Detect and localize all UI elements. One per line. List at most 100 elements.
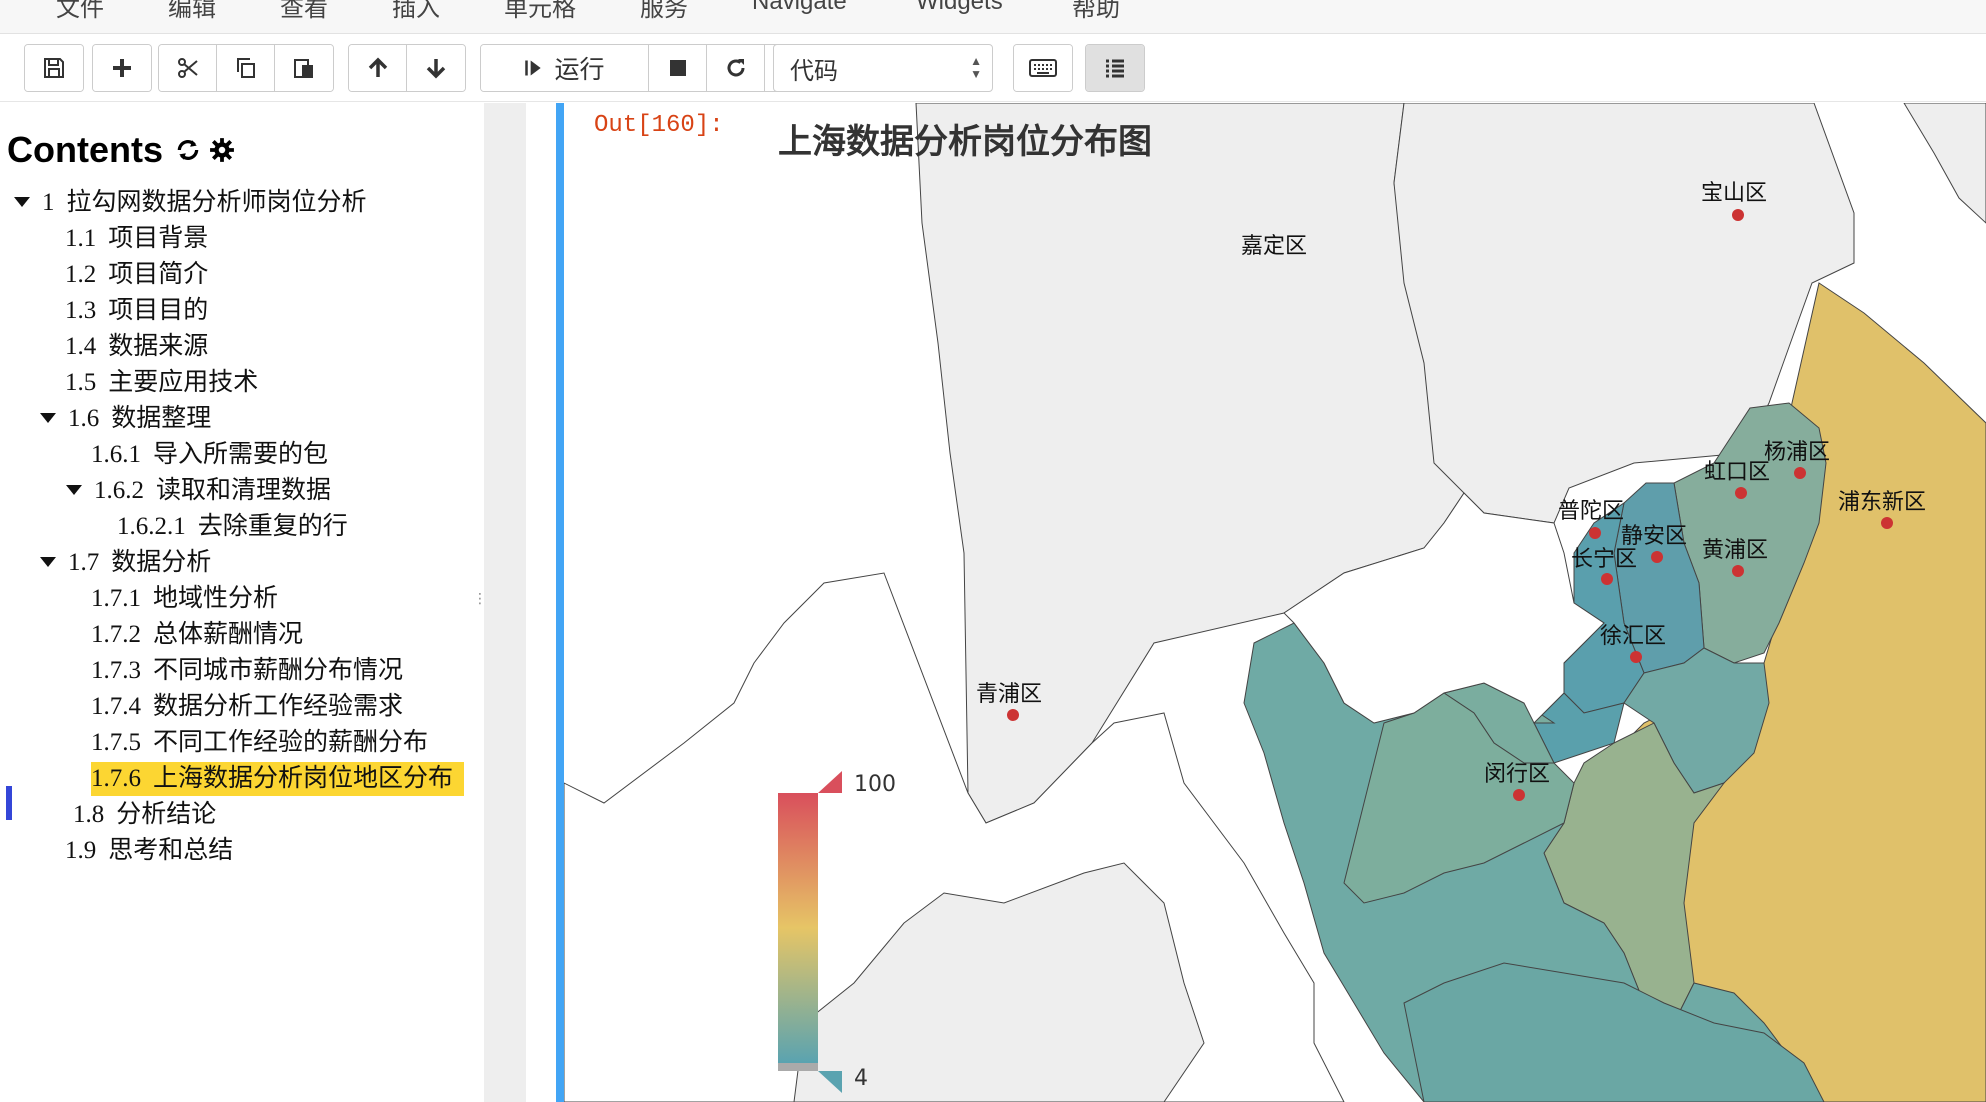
caret-down-icon[interactable]	[40, 413, 56, 424]
menu-insert[interactable]: 插入	[392, 0, 440, 22]
label-qingpu: 青浦区	[976, 682, 1042, 707]
label-yangpu: 杨浦区	[1764, 440, 1830, 465]
cut-button[interactable]	[159, 45, 217, 91]
region-northeast	[1903, 103, 1986, 224]
output-prompt: Out[160]:	[594, 112, 724, 139]
map-title: 上海数据分析岗位分布图	[778, 123, 1152, 161]
toc-item-1-7[interactable]: 1.7 数据分析	[40, 546, 211, 580]
menu-file[interactable]: 文件	[56, 0, 104, 22]
district-putuo[interactable]	[1283, 492, 1605, 724]
paste-button[interactable]	[275, 45, 333, 91]
toc-item-1-7-4[interactable]: 1.7.4 数据分析工作经验需求	[91, 693, 404, 720]
toc-header: Contents	[7, 129, 235, 171]
run-button[interactable]: 运行	[481, 45, 649, 91]
district-west-middle[interactable]	[1343, 692, 1575, 904]
point-xuhui[interactable]	[1630, 651, 1642, 663]
label-hongkou: 虹口区	[1704, 460, 1770, 485]
point-putuo[interactable]	[1589, 527, 1601, 539]
stop-icon	[669, 60, 686, 76]
point-huangpu[interactable]	[1732, 565, 1744, 577]
menu-kernel[interactable]: 服务	[640, 0, 688, 22]
legend-gradient-bar	[778, 793, 818, 1063]
district-points	[1007, 209, 1893, 801]
toc-item-1-7-3[interactable]: 1.7.3 不同城市薪酬分布情况	[91, 657, 404, 684]
toc-item-1-6[interactable]: 1.6 数据整理	[40, 402, 211, 436]
run-icon	[525, 60, 542, 76]
visual-map-legend[interactable]: 100 4	[778, 771, 896, 1093]
toc-item-1-6-1[interactable]: 1.6.1 导入所需要的包	[91, 441, 329, 468]
toc-item-1-6-2-1[interactable]: 1.6.2.1 去除重复的行	[117, 513, 348, 540]
move-up-button[interactable]	[349, 45, 407, 91]
label-huangpu: 黄浦区	[1702, 538, 1768, 563]
toc-item-1-3[interactable]: 1.3 项目目的	[65, 297, 209, 324]
legend-max-handle-icon[interactable]	[818, 771, 842, 793]
district-changning[interactable]	[1533, 692, 1625, 764]
menu-widgets[interactable]: Widgets	[916, 0, 1003, 15]
restart-icon	[727, 59, 744, 77]
command-palette-button[interactable]	[1014, 45, 1072, 91]
plus-icon	[113, 59, 131, 77]
cell-type-value: 代码	[790, 57, 838, 85]
toc-item-1-7-5[interactable]: 1.7.5 不同工作经验的薪酬分布	[91, 729, 429, 756]
toc-item-1-7-2[interactable]: 1.7.2 总体薪酬情况	[91, 621, 304, 648]
toc-item-1-2[interactable]: 1.2 项目简介	[65, 261, 209, 288]
point-pudong[interactable]	[1881, 517, 1893, 529]
legend-min-handle-icon[interactable]	[818, 1071, 842, 1093]
move-down-button[interactable]	[407, 45, 465, 91]
move-group	[348, 44, 466, 92]
interrupt-button[interactable]	[649, 45, 707, 91]
toc-item-1-5[interactable]: 1.5 主要应用技术	[65, 369, 259, 396]
paste-icon	[294, 59, 313, 78]
insert-group	[92, 44, 152, 92]
refresh-icon[interactable]	[175, 137, 201, 163]
district-minhang-south[interactable]	[1403, 962, 1825, 1102]
save-group	[24, 44, 84, 92]
point-baoshan[interactable]	[1732, 209, 1744, 221]
caret-down-icon[interactable]	[40, 557, 56, 568]
cell-type-select[interactable]: 代码 ▲ ▼	[773, 44, 993, 92]
caret-down-icon[interactable]	[14, 197, 30, 208]
menu-bar: 文件 编辑 查看 插入 单元格 服务 Navigate Widgets 帮助	[0, 0, 1986, 34]
copy-button[interactable]	[217, 45, 275, 91]
resize-handle-icon[interactable]: ⋮	[473, 590, 487, 606]
point-yangpu[interactable]	[1794, 467, 1806, 479]
menu-edit[interactable]: 编辑	[168, 0, 216, 22]
toolbar: 运行 代码 ▲ ▼	[0, 34, 1986, 102]
label-pudong: 浦东新区	[1838, 490, 1926, 515]
toc-item-1[interactable]: 1 拉勾网数据分析师岗位分析	[14, 186, 367, 220]
current-section-marker	[6, 786, 12, 820]
menu-help[interactable]: 帮助	[1072, 0, 1120, 22]
restart-button[interactable]	[707, 45, 765, 91]
toc-item-1-8[interactable]: 1.8 分析结论	[73, 801, 217, 828]
toc-item-1-9[interactable]: 1.9 思考和总结	[65, 837, 234, 864]
legend-max-label: 100	[854, 772, 896, 797]
point-minhang[interactable]	[1513, 789, 1525, 801]
run-group: 运行	[480, 44, 824, 92]
save-button[interactable]	[25, 45, 83, 91]
label-putuo: 普陀区	[1558, 499, 1624, 524]
gear-icon[interactable]	[209, 137, 235, 163]
menu-cell[interactable]: 单元格	[504, 0, 576, 22]
district-baoshan[interactable]	[1393, 103, 1855, 524]
toc-item-1-1[interactable]: 1.1 项目背景	[65, 225, 209, 252]
list-icon	[1106, 59, 1124, 78]
toc-item-1-6-2[interactable]: 1.6.2 读取和清理数据	[66, 474, 331, 508]
toc-toggle-button[interactable]	[1086, 45, 1144, 91]
point-hongkou[interactable]	[1735, 487, 1747, 499]
run-label: 运行	[554, 56, 605, 84]
point-changning[interactable]	[1601, 573, 1613, 585]
toc-item-1-4[interactable]: 1.4 数据来源	[65, 333, 209, 360]
point-qingpu[interactable]	[1007, 709, 1019, 721]
insert-cell-button[interactable]	[93, 45, 151, 91]
menu-navigate[interactable]: Navigate	[752, 0, 847, 15]
shanghai-map[interactable]: 宝山区 嘉定区 杨浦区 虹口区 浦东新区 普陀区 静安区 黄浦区 长宁区 徐汇区…	[564, 103, 1986, 1102]
edit-group	[158, 44, 334, 92]
label-jiading: 嘉定区	[1241, 234, 1307, 259]
toc-item-1-7-1[interactable]: 1.7.1 地域性分析	[91, 585, 279, 612]
caret-down-icon[interactable]	[66, 485, 82, 496]
point-jingan[interactable]	[1651, 551, 1663, 563]
menu-view[interactable]: 查看	[280, 0, 328, 22]
toc-group	[1085, 44, 1145, 92]
toc-item-1-7-6[interactable]: 1.7.6 上海数据分析岗位地区分布	[91, 762, 464, 796]
move-up-icon	[368, 57, 387, 77]
